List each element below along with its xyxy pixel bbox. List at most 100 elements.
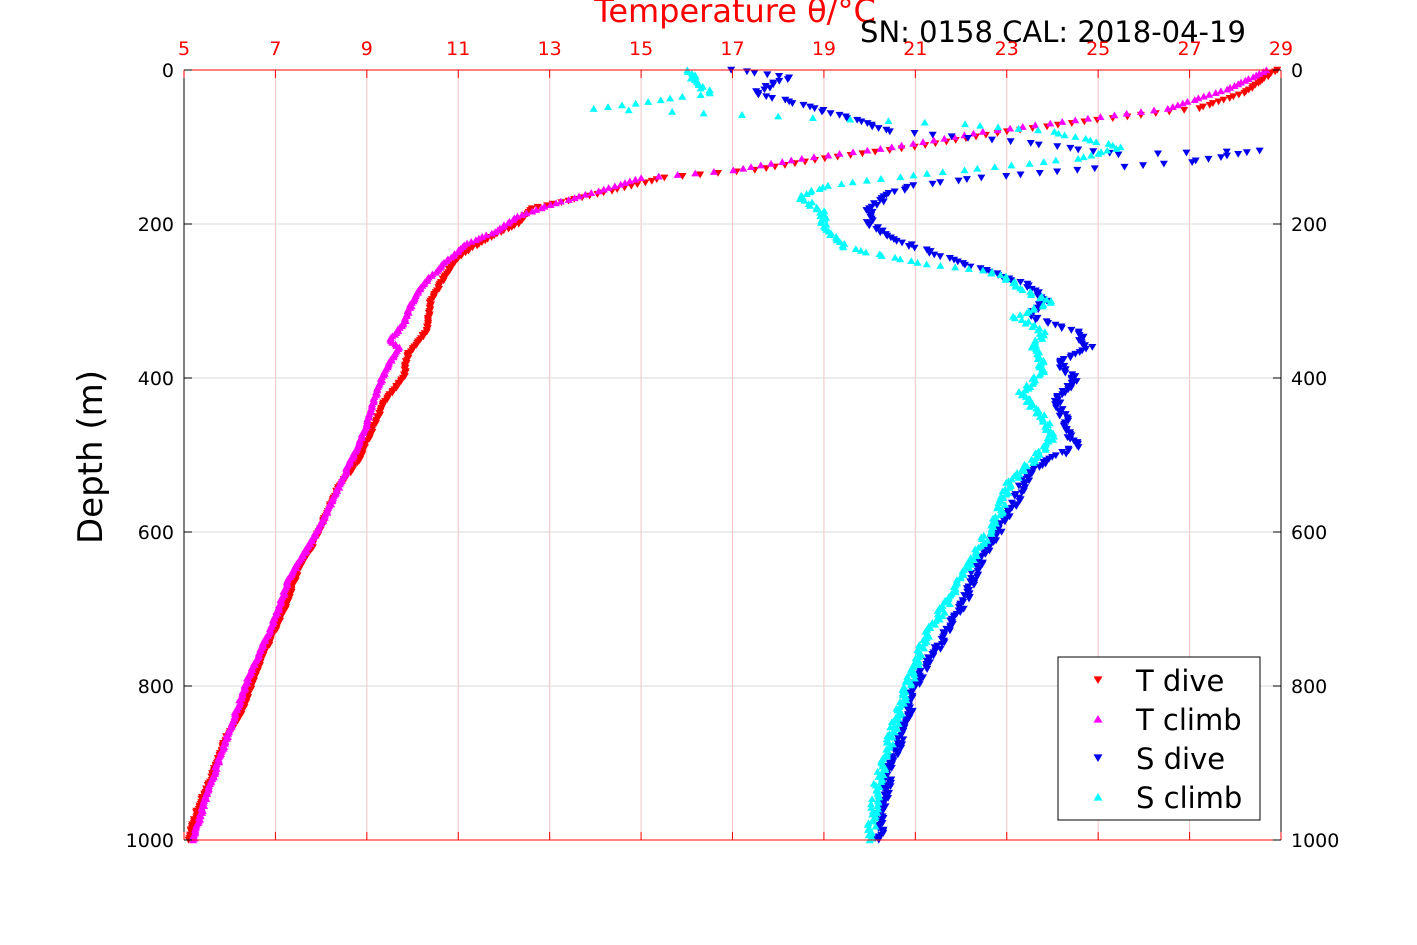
- data-point: [965, 595, 974, 603]
- data-point: [881, 766, 890, 774]
- data-point: [1016, 278, 1025, 286]
- data-point: [884, 117, 893, 125]
- data-point: [1075, 349, 1084, 356]
- data-point: [1016, 311, 1025, 318]
- data-point: [839, 243, 848, 251]
- data-point: [868, 123, 877, 131]
- data-point: [876, 778, 885, 786]
- data-point: [1074, 444, 1083, 451]
- data-point: [969, 581, 978, 589]
- data-point: [1025, 477, 1034, 485]
- data-point: [1150, 106, 1159, 114]
- data-point: [1225, 95, 1234, 102]
- data-point: [960, 592, 969, 599]
- data-point: [737, 111, 746, 118]
- data-point: [1060, 362, 1069, 370]
- data-point: [1060, 131, 1069, 139]
- data-point: [820, 207, 829, 214]
- data-point: [654, 172, 663, 180]
- data-point: [631, 99, 640, 107]
- data-point: [1002, 173, 1011, 180]
- data-point: [1079, 153, 1088, 161]
- data-point: [867, 800, 876, 808]
- data-point: [965, 590, 974, 598]
- data-point: [967, 575, 976, 582]
- data-point: [1018, 123, 1027, 130]
- x-tick-label: 9: [361, 38, 373, 60]
- data-point: [1136, 108, 1145, 115]
- data-point: [1015, 498, 1024, 505]
- data-point: [1081, 134, 1090, 142]
- data-point: [1199, 92, 1208, 100]
- data-point: [1178, 99, 1187, 107]
- data-point: [1219, 96, 1228, 104]
- data-point: [909, 182, 918, 190]
- data-point: [871, 148, 880, 156]
- data-point: [987, 530, 996, 537]
- data-point: [892, 237, 901, 245]
- data-point: [1028, 323, 1037, 330]
- data-point: [1054, 129, 1063, 137]
- data-point: [978, 128, 987, 135]
- data-point: [775, 72, 784, 80]
- data-point: [1112, 145, 1121, 152]
- data-point: [994, 499, 1003, 507]
- data-point: [998, 487, 1007, 495]
- data-point: [1034, 141, 1043, 149]
- data-point: [1110, 111, 1119, 119]
- data-point: [1020, 467, 1029, 475]
- data-point: [1026, 139, 1035, 147]
- data-point: [1089, 148, 1098, 155]
- data-point: [964, 265, 973, 272]
- data-point: [1071, 350, 1080, 358]
- data-point: [467, 238, 476, 245]
- data-point: [797, 154, 806, 162]
- data-point: [800, 196, 809, 204]
- data-point: [768, 95, 777, 102]
- data-point: [981, 551, 990, 558]
- data-point: [977, 174, 986, 182]
- data-point: [933, 607, 942, 614]
- data-point: [787, 156, 796, 164]
- data-point: [1050, 128, 1059, 135]
- data-point: [1032, 341, 1041, 349]
- data-point: [872, 225, 881, 233]
- data-point: [802, 190, 811, 197]
- legend-marker-t-dive: [1093, 676, 1103, 685]
- data-point: [604, 103, 613, 110]
- data-point: [1068, 371, 1077, 379]
- data-point: [678, 92, 687, 100]
- data-point: [1182, 149, 1191, 157]
- data-point: [1222, 148, 1231, 156]
- data-point: [625, 177, 634, 185]
- data-point: [1205, 90, 1214, 98]
- data-point: [990, 163, 999, 170]
- y-tick-label: 200: [138, 214, 174, 236]
- legend-marker-s-climb: [1093, 792, 1103, 801]
- data-point: [1044, 320, 1053, 327]
- data-point: [666, 94, 675, 102]
- data-point: [920, 644, 929, 652]
- series-t-climb: [189, 66, 1271, 844]
- data-point: [1234, 150, 1243, 158]
- data-point: [1058, 118, 1067, 125]
- data-point: [1005, 483, 1014, 491]
- data-point: [1180, 106, 1189, 114]
- data-point: [599, 185, 608, 193]
- data-point: [971, 576, 980, 584]
- data-point: [876, 229, 885, 237]
- data-point: [799, 101, 808, 109]
- data-point: [1062, 450, 1071, 458]
- data-point: [522, 209, 531, 217]
- data-point: [1002, 515, 1011, 522]
- data-point: [894, 720, 903, 727]
- data-point: [928, 131, 937, 139]
- data-point: [806, 103, 815, 111]
- data-point: [909, 139, 918, 147]
- legend-label: S dive: [1136, 742, 1225, 776]
- data-point: [947, 133, 956, 141]
- data-point: [627, 182, 636, 190]
- data-point: [1032, 409, 1041, 417]
- data-point: [837, 180, 846, 187]
- data-point: [482, 231, 491, 239]
